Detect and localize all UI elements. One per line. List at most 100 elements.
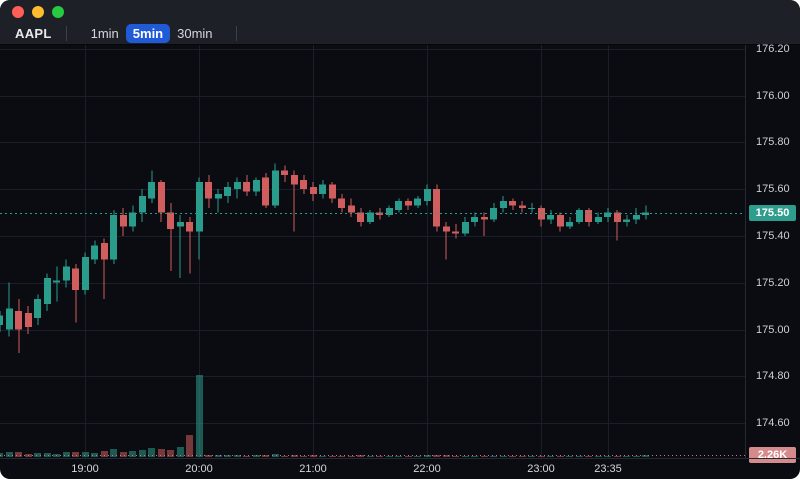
volume-bar — [338, 456, 345, 457]
volume-bar — [186, 435, 193, 457]
volume-bar — [424, 455, 431, 457]
candle-wick — [179, 214, 181, 279]
volume-bar — [72, 452, 79, 457]
candle — [614, 212, 621, 222]
candle — [63, 266, 70, 281]
traffic-lights — [12, 6, 64, 18]
candle — [367, 212, 374, 222]
candle — [205, 182, 212, 199]
last-price-tag: 175.50 — [749, 204, 796, 221]
candle-wick — [293, 170, 295, 232]
price-tick-label: 175.80 — [756, 136, 790, 149]
time-tick-label: 21:00 — [299, 463, 327, 475]
volume-bar — [281, 456, 288, 457]
candle — [91, 245, 98, 260]
volume-bar — [376, 456, 383, 457]
time-axis[interactable]: 19:00 20:00 21:00 22:00 23:00 23:35 — [0, 458, 800, 479]
price-tick-label: 176.20 — [756, 42, 790, 55]
candle — [148, 182, 155, 199]
candle — [433, 189, 440, 227]
candle-wick — [56, 266, 58, 302]
volume-bar — [462, 456, 469, 457]
candle — [44, 278, 51, 304]
volume-bar — [6, 452, 13, 457]
volume-bar — [120, 452, 127, 457]
candle — [186, 221, 193, 232]
candle — [6, 308, 13, 330]
symbol-label: AAPL — [15, 25, 52, 41]
candle — [72, 268, 79, 290]
maximize-window-icon[interactable] — [52, 6, 64, 18]
price-tick-label: 175.40 — [756, 229, 790, 242]
volume-bar — [500, 456, 507, 457]
volume-bar — [585, 456, 592, 457]
candle — [129, 212, 136, 227]
volume-bar — [110, 449, 117, 457]
volume-bar — [310, 455, 317, 457]
candle — [357, 212, 364, 222]
volume-bar — [348, 456, 355, 457]
candle — [310, 186, 317, 194]
volume-bar — [519, 456, 526, 457]
volume-bar — [262, 455, 269, 457]
candle — [376, 212, 383, 215]
volume-bar — [633, 456, 640, 457]
volume-bar — [576, 456, 583, 457]
volume-bar — [63, 452, 70, 457]
close-window-icon[interactable] — [12, 6, 24, 18]
candle — [481, 217, 488, 220]
volume-bar — [538, 456, 545, 457]
volume-bar — [604, 456, 611, 457]
candle — [405, 200, 412, 206]
candle — [566, 221, 573, 227]
volume-bar — [471, 456, 478, 457]
candle — [120, 214, 127, 227]
volume-bar — [414, 456, 421, 457]
candle-wick — [170, 203, 172, 272]
window-header: AAPL 1min 5min 30min — [0, 0, 800, 45]
volume-bar — [623, 456, 630, 457]
volume-bar — [300, 456, 307, 457]
candle — [53, 280, 60, 283]
candle — [395, 200, 402, 211]
minimize-window-icon[interactable] — [32, 6, 44, 18]
time-tick-label: 22:00 — [413, 463, 441, 475]
candle — [253, 179, 260, 192]
candle — [576, 210, 583, 222]
candle — [604, 212, 611, 218]
volume-bar — [547, 456, 554, 457]
candle — [82, 256, 89, 290]
candle — [585, 210, 592, 222]
timeframe-button-1min[interactable]: 1min — [84, 24, 126, 43]
candle — [319, 184, 326, 194]
volume-bar — [224, 455, 231, 457]
candle-wick — [189, 217, 191, 274]
volume-bar — [329, 456, 336, 457]
candle — [338, 198, 345, 208]
volume-bar — [443, 455, 450, 457]
candle — [139, 196, 146, 213]
candle — [500, 200, 507, 208]
volume-bar — [405, 456, 412, 457]
volume-bar — [215, 455, 222, 457]
price-axis[interactable]: 176.20 176.00 175.80 175.60 175.40 175.20 175.… — [745, 42, 800, 463]
candle-wick — [103, 238, 105, 300]
candle — [348, 205, 355, 213]
volume-bar — [234, 455, 241, 457]
timeframe-button-30min[interactable]: 30min — [170, 24, 219, 43]
candle — [101, 242, 108, 260]
candle — [158, 182, 165, 213]
volume-bar — [91, 453, 98, 457]
volume-bar — [0, 453, 3, 457]
candle — [0, 315, 3, 325]
candle — [528, 207, 535, 209]
timeframe-button-5min[interactable]: 5min — [125, 23, 171, 43]
candle — [15, 310, 22, 330]
price-tick-label: 175.00 — [756, 323, 790, 336]
price-tick-label: 175.20 — [756, 276, 790, 289]
time-tick-label: 20:00 — [185, 463, 213, 475]
candlestick-chart[interactable] — [0, 45, 745, 458]
candle — [595, 217, 602, 222]
time-tick-label: 23:00 — [527, 463, 555, 475]
